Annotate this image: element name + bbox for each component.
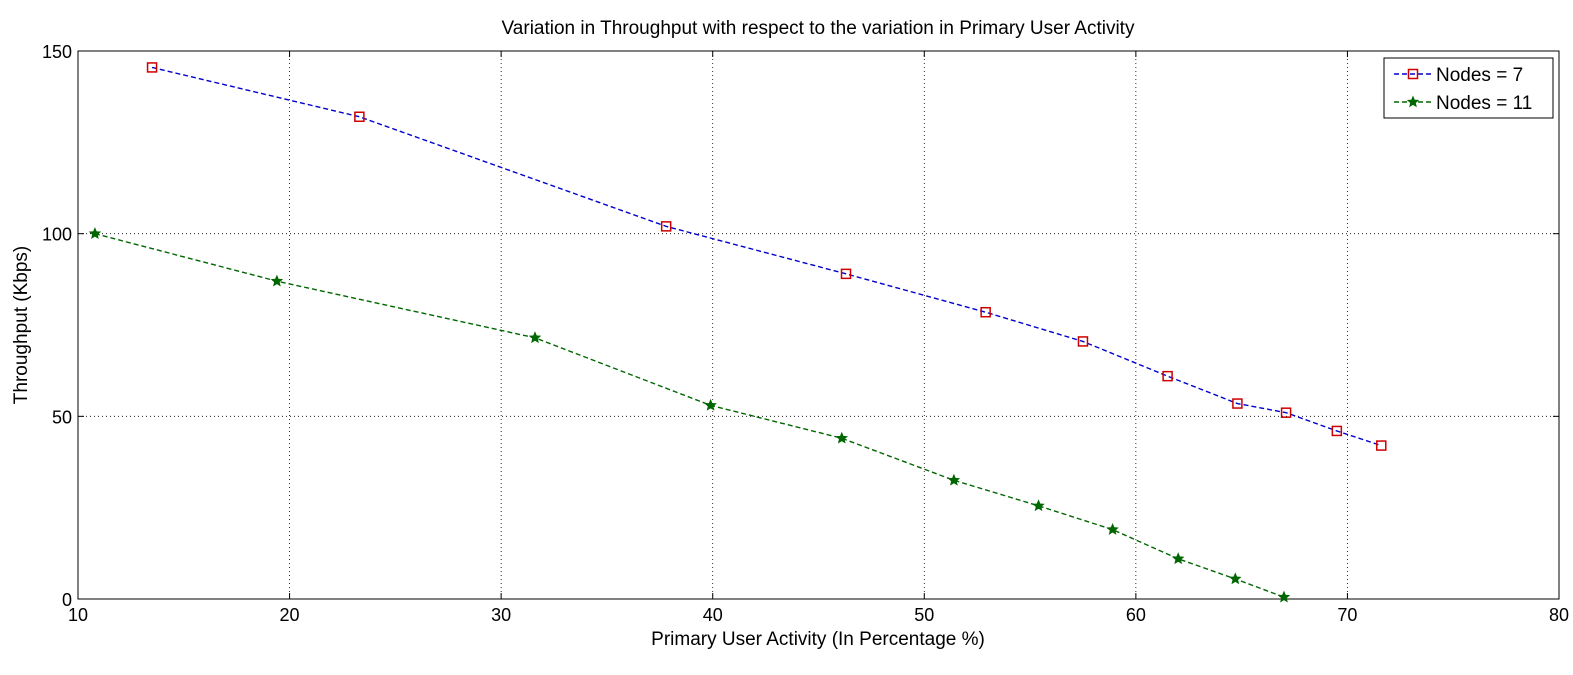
legend-label-nodes-11: Nodes = 11 xyxy=(1436,93,1532,114)
data-point xyxy=(840,268,852,280)
legend-marker-symbol xyxy=(1406,95,1420,108)
y-axis-label: Throughput (Kbps) xyxy=(11,246,32,404)
x-tick-label: 20 xyxy=(280,605,300,625)
series-line-nodes-7 xyxy=(151,66,1382,447)
data-point xyxy=(1280,407,1292,418)
data-point xyxy=(660,221,672,232)
x-axis-label: Primary User Activity (In Percentage %) xyxy=(651,629,985,650)
chart-title: Variation in Throughput with respect to … xyxy=(502,18,1135,39)
data-point xyxy=(1376,440,1387,451)
data-point xyxy=(1232,398,1243,409)
y-tick-label: 100 xyxy=(42,225,72,245)
x-tick-label: 80 xyxy=(1549,605,1569,625)
data-point xyxy=(88,227,102,239)
x-tick-label: 10 xyxy=(68,605,88,625)
x-tick-label: 70 xyxy=(1337,605,1357,625)
series-nodes-11 xyxy=(88,227,1291,603)
data-point xyxy=(835,431,848,444)
y-tick-label: 0 xyxy=(62,590,72,610)
data-point xyxy=(947,473,961,486)
legend-label-nodes-7: Nodes = 7 xyxy=(1436,65,1523,86)
axis-ticks: 10 20 30 40 50 60 70 80 0 50 100 150 xyxy=(42,42,1569,625)
y-tick-label: 150 xyxy=(42,42,72,62)
x-tick-label: 40 xyxy=(703,605,723,625)
legend-marker-nodes-7 xyxy=(1407,68,1419,80)
data-point xyxy=(354,111,365,123)
x-tick-label: 50 xyxy=(914,605,934,625)
series-group xyxy=(88,62,1387,603)
data-point xyxy=(270,274,284,287)
legend: Nodes = 7 Nodes = 11 xyxy=(1383,57,1554,119)
legend-marker-nodes-11 xyxy=(1406,95,1420,108)
legend-box xyxy=(1383,57,1554,119)
series-line-nodes-11 xyxy=(94,232,1285,598)
data-point xyxy=(146,62,158,73)
data-point xyxy=(1331,425,1343,437)
legend-marker-symbol xyxy=(1407,68,1419,80)
data-point xyxy=(1077,336,1089,347)
plot-area-frame xyxy=(77,50,1560,600)
data-point xyxy=(704,398,717,411)
data-point xyxy=(1032,499,1045,512)
data-point xyxy=(1277,590,1291,603)
data-point xyxy=(980,306,991,318)
data-point xyxy=(1106,523,1119,535)
series-nodes-7 xyxy=(146,62,1387,451)
data-point xyxy=(1162,370,1173,382)
data-point xyxy=(1229,572,1242,585)
data-point xyxy=(528,331,542,344)
grid xyxy=(78,51,1559,599)
x-tick-label: 60 xyxy=(1126,605,1146,625)
data-point xyxy=(1171,552,1185,565)
y-tick-label: 50 xyxy=(52,407,72,427)
x-tick-label: 30 xyxy=(491,605,511,625)
